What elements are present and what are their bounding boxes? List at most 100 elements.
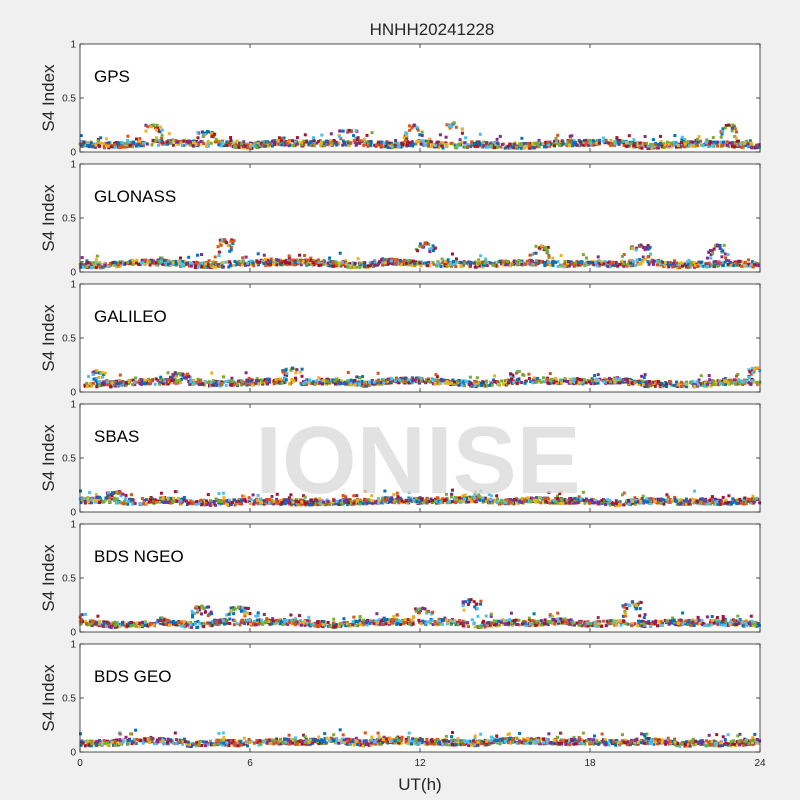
data-point	[229, 139, 233, 142]
data-point	[113, 263, 117, 267]
data-point	[712, 380, 716, 384]
y-tick-label: 0	[70, 268, 76, 279]
y-tick-label: 1	[70, 280, 76, 291]
data-point	[82, 140, 86, 144]
data-point	[235, 263, 239, 266]
data-point	[389, 259, 393, 263]
data-point	[435, 142, 439, 146]
data-point	[307, 143, 311, 147]
data-point	[219, 243, 223, 247]
data-point	[361, 375, 364, 379]
data-point	[543, 264, 547, 268]
data-point	[83, 383, 87, 387]
data-point	[322, 378, 326, 382]
data-point	[649, 260, 653, 264]
data-point	[486, 143, 490, 147]
data-point	[225, 140, 229, 144]
data-point	[568, 377, 572, 381]
data-point	[228, 249, 232, 253]
data-point	[358, 502, 362, 506]
data-point	[377, 141, 380, 145]
data-point	[202, 142, 206, 146]
data-point	[411, 259, 415, 263]
data-point	[758, 501, 762, 505]
data-point	[450, 264, 454, 268]
data-point	[424, 143, 428, 147]
data-point	[153, 382, 157, 386]
data-point	[512, 260, 516, 264]
data-point	[438, 133, 442, 137]
data-point	[420, 133, 424, 137]
data-point	[757, 382, 761, 386]
data-point	[555, 140, 558, 144]
data-point	[638, 262, 642, 266]
data-point	[352, 265, 356, 269]
data-point	[583, 264, 587, 268]
data-point	[741, 380, 745, 384]
data-point	[229, 248, 233, 252]
data-point	[516, 262, 520, 266]
data-point	[126, 134, 130, 138]
data-point	[256, 379, 260, 383]
data-point	[730, 141, 734, 145]
data-point	[609, 143, 612, 147]
data-point	[353, 141, 357, 144]
data-point	[450, 141, 454, 145]
data-point	[507, 381, 510, 385]
data-point	[506, 144, 510, 148]
data-point	[598, 139, 602, 143]
data-point	[483, 496, 487, 500]
data-point	[188, 143, 192, 147]
data-point	[694, 383, 698, 387]
data-point	[721, 249, 725, 253]
data-point	[696, 264, 700, 268]
data-point	[469, 382, 473, 386]
data-point	[712, 247, 716, 251]
peak-point	[291, 366, 294, 370]
data-point	[181, 372, 185, 376]
data-point	[92, 381, 95, 385]
data-point	[736, 259, 740, 263]
data-point	[552, 381, 556, 385]
data-point	[107, 141, 111, 145]
data-point	[327, 259, 331, 263]
data-point	[110, 494, 114, 497]
data-point	[85, 381, 89, 385]
data-point	[459, 379, 463, 383]
data-point	[412, 142, 416, 146]
data-point	[660, 260, 664, 264]
data-point	[120, 260, 124, 264]
data-point	[149, 381, 153, 385]
data-point	[199, 498, 203, 502]
data-point	[134, 137, 138, 141]
data-point	[570, 134, 574, 138]
data-point	[651, 380, 655, 384]
data-point	[465, 500, 468, 504]
data-point	[406, 262, 410, 266]
data-point	[537, 138, 541, 142]
data-point	[636, 141, 639, 145]
data-point	[669, 380, 673, 384]
data-point	[657, 260, 661, 264]
data-point	[473, 144, 477, 148]
data-point	[465, 261, 468, 265]
data-point	[737, 144, 741, 148]
data-point	[275, 263, 279, 267]
data-point	[548, 382, 552, 385]
data-point	[381, 496, 385, 500]
data-point	[418, 261, 422, 265]
data-point	[485, 141, 489, 145]
data-point	[381, 378, 385, 382]
data-point	[404, 139, 408, 142]
data-point	[347, 144, 351, 148]
data-point	[512, 499, 516, 502]
data-point	[728, 141, 732, 145]
data-point	[508, 142, 512, 146]
data-point	[651, 143, 655, 147]
data-point	[125, 383, 128, 387]
data-point	[693, 144, 697, 148]
data-point	[218, 238, 222, 242]
data-point	[560, 500, 564, 504]
data-point	[173, 377, 177, 381]
data-point	[503, 379, 507, 383]
